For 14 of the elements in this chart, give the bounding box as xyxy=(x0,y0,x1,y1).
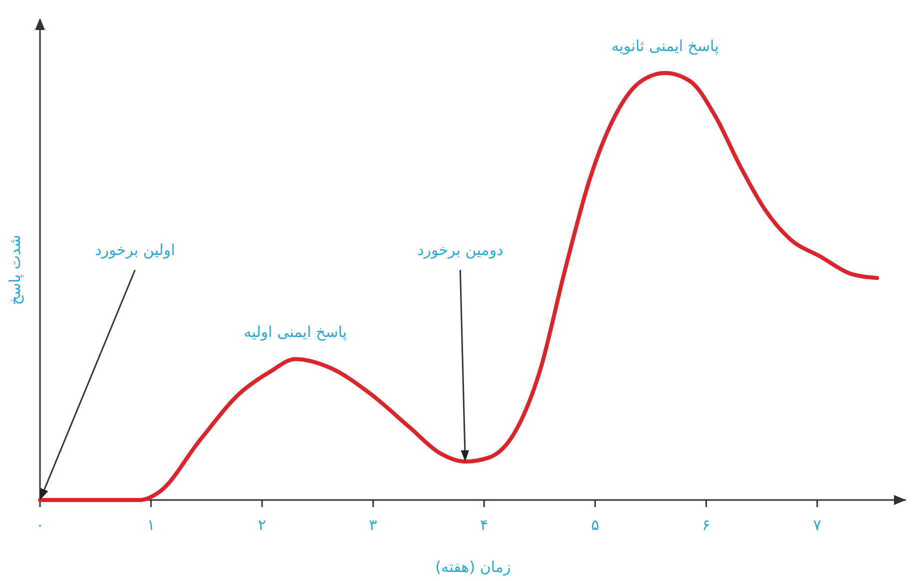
x-tick-label: ۲ xyxy=(258,516,266,534)
x-tick-label: ۷ xyxy=(813,516,822,534)
annotation: پاسخ ایمنی ثانویه xyxy=(611,37,719,55)
x-tick-label: ۴ xyxy=(480,516,488,534)
x-axis-title: زمان (هفته) xyxy=(435,558,511,576)
x-tick-label: ۶ xyxy=(702,516,710,534)
x-tick-label: ۵ xyxy=(591,516,600,534)
x-tick-label: ۰ xyxy=(36,516,44,534)
y-axis-title: شدت پاسخ xyxy=(6,234,24,306)
annotation: دومین برخورد xyxy=(417,241,504,259)
annotation: اولین برخورد xyxy=(94,241,176,259)
annotation: پاسخ ایمنی اولیه xyxy=(244,323,347,342)
x-tick-label: ۳ xyxy=(369,516,378,534)
x-tick-label: ۱ xyxy=(146,516,156,534)
